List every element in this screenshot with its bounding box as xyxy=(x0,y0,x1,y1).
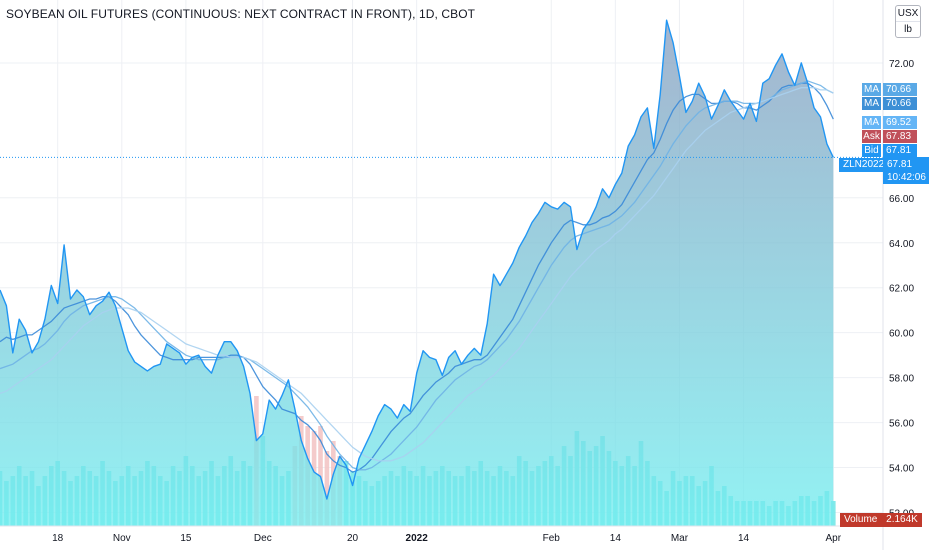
x-tick-label: Nov xyxy=(113,533,131,544)
bid-tag-label: Bid xyxy=(862,144,881,157)
currency-unit[interactable]: USX xyxy=(897,8,919,19)
last-price-value: 67.81 xyxy=(887,159,913,170)
y-tick-label: 72.00 xyxy=(889,59,914,70)
price-line-group xyxy=(0,19,883,500)
y-tick-label: 54.00 xyxy=(889,464,914,475)
price-area-fill xyxy=(0,20,834,526)
chart-title: SOYBEAN OIL FUTURES (CONTINUOUS: NEXT CO… xyxy=(6,7,476,21)
moving-average-line xyxy=(0,87,834,462)
y-tick-label: 60.00 xyxy=(889,329,914,340)
bid-tag-value: 67.81 xyxy=(883,144,917,157)
unit-selector[interactable]: USX lb xyxy=(895,5,921,38)
x-tick-label: Dec xyxy=(254,533,272,544)
ma-tag-value-3: 69.52 xyxy=(883,116,917,129)
y-tick-label: 56.00 xyxy=(889,419,914,430)
ask-tag-label: Ask xyxy=(862,130,881,143)
moving-average-line xyxy=(0,80,834,471)
last-price-tag: 67.81 10:42:06 xyxy=(883,157,929,184)
ma-tag-label-1: MA xyxy=(862,83,881,96)
y-tick-label: 64.00 xyxy=(889,239,914,250)
y-tick-label: 62.00 xyxy=(889,284,914,295)
volume-tag: Volume 2.164K xyxy=(840,513,922,527)
volume-bar xyxy=(324,451,330,526)
x-tick-label: 14 xyxy=(610,533,622,544)
ma-tag-value-2: 70.66 xyxy=(883,97,917,110)
ma-tag-value-1: 70.66 xyxy=(883,83,917,96)
volume-value: 2.164K xyxy=(886,514,918,525)
x-tick-label: Apr xyxy=(826,533,842,544)
y-tick-label: 66.00 xyxy=(889,194,914,205)
time-axis: 18 Nov 15 Dec 20 2022 Feb 14 Mar 14 Apr xyxy=(52,533,842,544)
x-tick-label: 20 xyxy=(347,533,359,544)
price-area xyxy=(0,20,834,526)
measure-unit[interactable]: lb xyxy=(896,21,920,37)
x-tick-label: 2022 xyxy=(406,533,429,544)
symbol-tag: ZLN2022 xyxy=(839,158,889,172)
x-tick-label: 15 xyxy=(180,533,192,544)
y-tick-label: 58.00 xyxy=(889,374,914,385)
ask-tag-value: 67.83 xyxy=(883,130,917,143)
price-line xyxy=(0,19,834,500)
ma-tag-label-2: MA xyxy=(862,97,881,110)
x-tick-label: 14 xyxy=(738,533,750,544)
x-tick-label: Mar xyxy=(671,533,689,544)
volume-label: Volume xyxy=(844,514,878,525)
bar-countdown: 10:42:06 xyxy=(887,172,926,183)
x-tick-label: Feb xyxy=(543,533,561,544)
ma-tag-label-3: MA xyxy=(862,116,881,129)
x-tick-label: 18 xyxy=(52,533,64,544)
